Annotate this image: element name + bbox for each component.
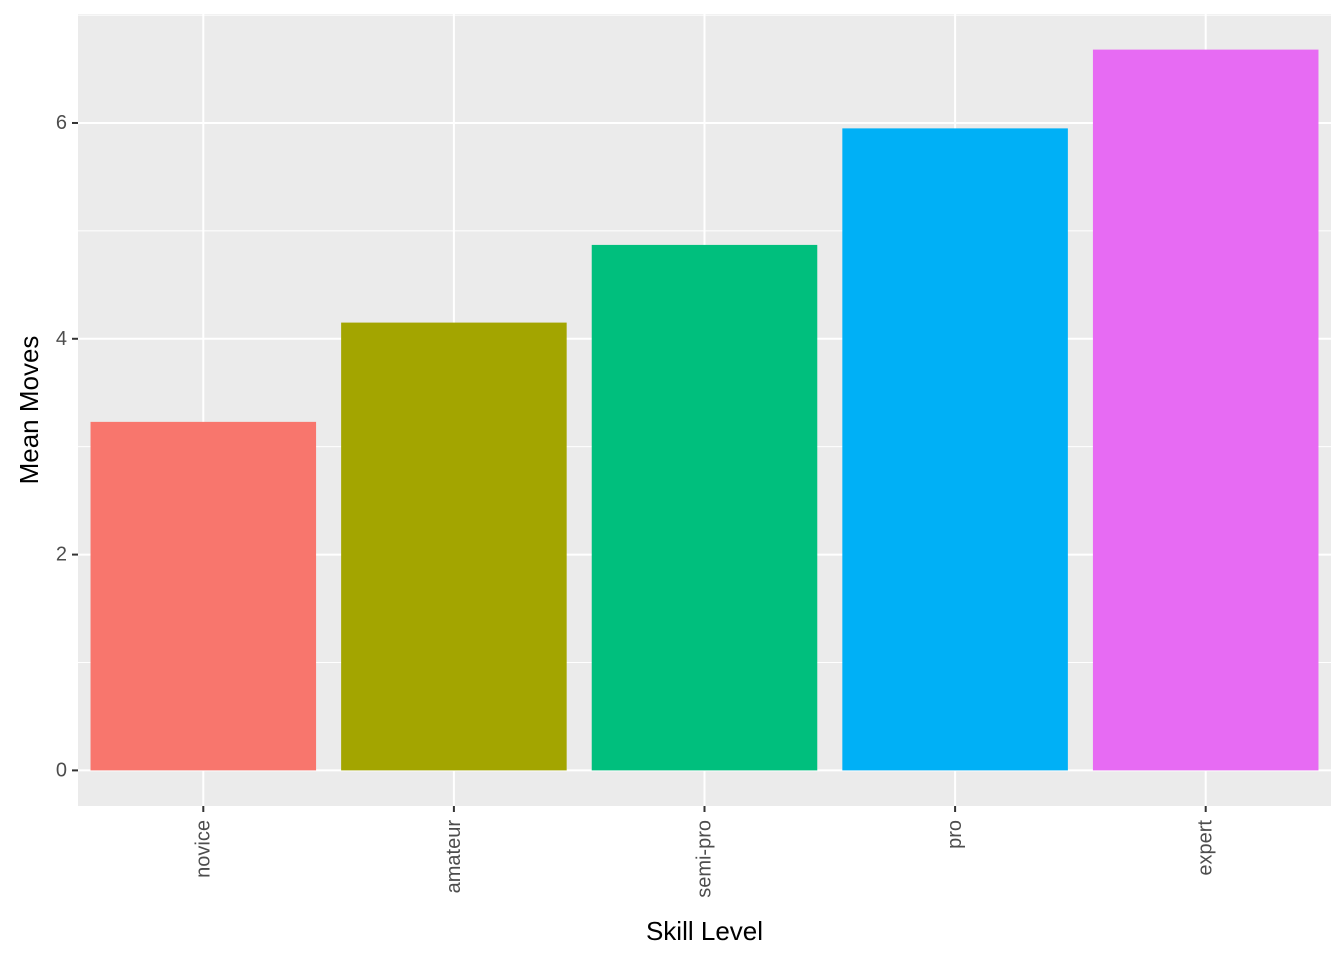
y-tick-label: 2 — [56, 544, 67, 566]
bar-pro — [842, 128, 1068, 771]
x-tick-label: novice — [192, 820, 214, 878]
x-tick-label: semi-pro — [694, 820, 716, 898]
x-tick-label: pro — [944, 820, 966, 849]
bar-expert — [1092, 49, 1319, 771]
x-axis-title: Skill Level — [646, 916, 763, 946]
bars — [90, 49, 1319, 771]
bar-amateur — [341, 322, 567, 771]
x-tick-label: amateur — [443, 820, 465, 894]
y-tick-label: 0 — [56, 759, 67, 781]
axis-ticks — [72, 121, 1207, 812]
bar-novice — [90, 421, 317, 771]
y-tick-label: 6 — [56, 112, 67, 134]
x-tick-label: expert — [1195, 820, 1217, 876]
y-tick-label: 4 — [56, 328, 67, 350]
x-axis-tick-labels: novice amateur semi-pro pro expert — [192, 820, 1216, 898]
y-axis-tick-labels: 0 2 4 6 — [56, 112, 67, 781]
y-axis-title: Mean Moves — [14, 336, 44, 485]
bar-semi-pro — [591, 244, 818, 771]
